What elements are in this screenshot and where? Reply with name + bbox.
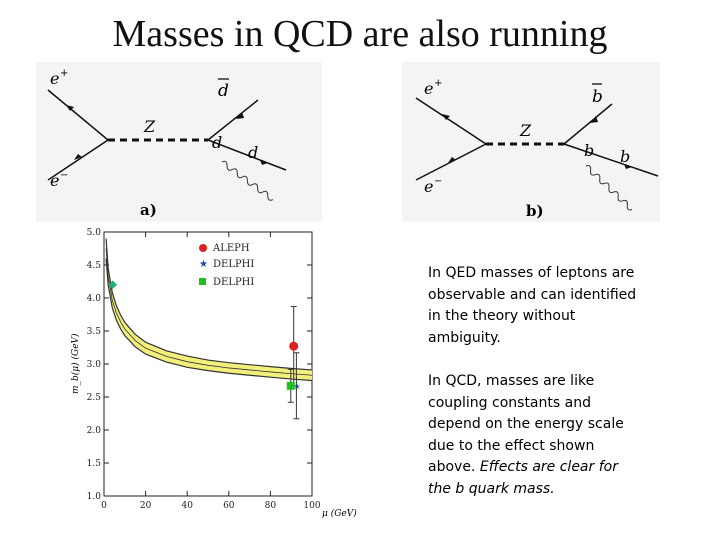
band-central-line: [105, 248, 313, 376]
paragraph-qcd-italic: Effects are clear for the b quark mass.: [428, 459, 618, 497]
running-mass-chart: 0 20 40 60 80 1001.01.52.02.53.03.54.04.55.0 …: [70, 228, 357, 519]
label-quark-vertex: b: [584, 141, 594, 160]
x-tick-label: 100: [303, 501, 320, 511]
label-e-plus-sup: +: [434, 78, 442, 89]
legend-label-delphi-1: DELPHI: [213, 259, 254, 270]
label-z-boson: Z: [519, 121, 532, 140]
y-tick-label: 2.5: [87, 393, 102, 403]
y-tick-label: 4.0: [87, 294, 102, 304]
x-axis-label: μ (GeV): [322, 508, 357, 519]
data-point-delphi: ★: [293, 382, 300, 391]
panel-label-a: a): [140, 201, 157, 219]
label-e-minus-sup: −: [434, 176, 442, 187]
label-e-plus: e: [50, 69, 59, 88]
x-tick-label: 20: [140, 501, 152, 511]
label-quark-out: b: [620, 147, 630, 166]
data-point-delphi: [286, 381, 295, 390]
paragraph-qed: In QED masses of leptons are observable …: [428, 265, 637, 346]
paragraph-qcd-plain: In QCD, masses are like coupling constan…: [428, 373, 624, 475]
x-tick-label: 0: [101, 501, 107, 511]
data-point-aleph: [289, 341, 299, 351]
y-tick-label: 1.0: [87, 492, 102, 502]
uncertainty-band: [106, 238, 312, 381]
band-lower-edge: [105, 258, 313, 382]
feynman-diagram-b: e + e − Z b b b b): [402, 62, 660, 222]
y-tick-label: 3.5: [87, 327, 102, 337]
label-e-minus: e: [50, 171, 59, 190]
label-e-plus: e: [424, 79, 433, 98]
label-anti-quark: d: [218, 81, 229, 101]
y-tick-label: 5.0: [87, 228, 102, 238]
slide-title: Masses in QCD are also running: [112, 13, 608, 55]
legend-marker-delphi-star: ★: [199, 259, 208, 270]
legend-marker-aleph: [199, 244, 207, 252]
y-tick-label: 3.0: [87, 360, 102, 370]
label-anti-quark: b: [592, 87, 603, 107]
label-e-minus-sup: −: [60, 170, 68, 181]
label-quark-out: d: [248, 143, 258, 162]
feynman-diagram-a: e + e − Z d d d a): [36, 62, 322, 222]
y-tick-label: 2.0: [87, 426, 102, 436]
x-tick-label: 40: [181, 501, 193, 511]
label-e-minus: e: [424, 177, 433, 196]
label-e-plus-sup: +: [60, 68, 68, 79]
x-tick-label: 60: [223, 501, 235, 511]
x-tick-label: 80: [265, 501, 277, 511]
legend-label-aleph: ALEPH: [212, 243, 250, 254]
y-tick-label: 4.5: [87, 261, 102, 271]
legend-marker-delphi-square: [199, 278, 206, 285]
band-upper-edge: [105, 238, 313, 371]
label-quark-vertex: d: [212, 133, 222, 152]
panel-label-b: b): [526, 202, 544, 220]
paragraph-qcd: In QCD, masses are like coupling constan…: [428, 371, 643, 500]
legend-label-delphi-2: DELPHI: [213, 277, 254, 288]
label-z-boson: Z: [143, 117, 156, 136]
y-tick-label: 1.5: [87, 459, 102, 469]
y-axis-label: m_b(μ) (GeV): [70, 333, 81, 394]
